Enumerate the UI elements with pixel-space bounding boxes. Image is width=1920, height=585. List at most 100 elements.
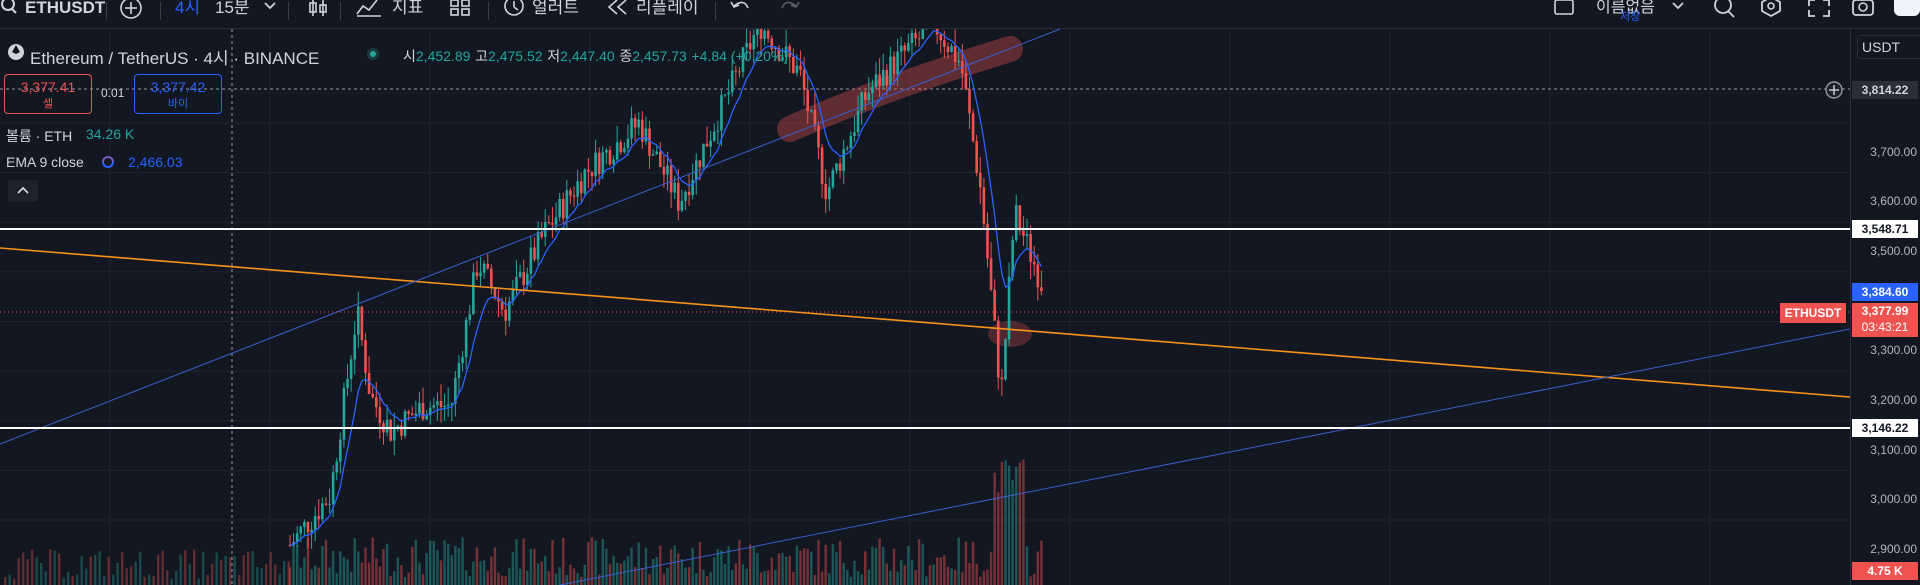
volume-bar (597, 574, 601, 585)
candle-body (615, 142, 619, 160)
snapshot-icon[interactable] (1850, 0, 1876, 22)
volume-bar (748, 544, 752, 585)
volume-bar (633, 566, 637, 585)
candle-body (939, 34, 943, 41)
volume-bar (860, 574, 863, 585)
volume-bar (112, 574, 115, 585)
sell-button[interactable]: 3,377.41 셀 (4, 74, 92, 114)
replay-button[interactable]: 리플레이 (636, 0, 699, 17)
candle-body (978, 172, 982, 188)
volume-bar (317, 567, 320, 585)
volume-bar (651, 558, 655, 585)
volume-bar (979, 576, 982, 585)
volume-bar (432, 541, 436, 585)
candle-body (806, 89, 810, 112)
layout-checkbox[interactable] (1552, 0, 1578, 22)
candle-body (838, 163, 842, 171)
high-value: 2,475.52 (488, 48, 543, 64)
price-tick: 3,300.00 (1870, 343, 1917, 357)
candle-body (619, 142, 623, 153)
candle-body (590, 171, 594, 177)
candle-body (561, 198, 565, 219)
volume-bar (152, 575, 155, 585)
add-alert-plus-icon[interactable] (1824, 80, 1844, 100)
candle-body (594, 152, 597, 177)
volume-bar (695, 573, 698, 585)
volume-bar (157, 554, 160, 585)
currency-select[interactable]: USDT (1857, 35, 1920, 59)
layout-chevron-icon[interactable] (1670, 0, 1686, 22)
volume-bar (500, 575, 504, 585)
volume-bar (353, 538, 356, 585)
candle-body (360, 306, 364, 341)
volume-bar (215, 552, 218, 585)
volume-bar (71, 575, 74, 585)
alert-button[interactable]: 얼러트 (532, 0, 579, 17)
templates-icon[interactable] (448, 0, 472, 22)
symbol-search[interactable]: ETHUSDT (25, 0, 106, 17)
settings-icon[interactable] (1758, 0, 1784, 22)
candle-body (533, 247, 536, 260)
alert-icon[interactable] (502, 0, 528, 22)
candle-body (896, 51, 899, 74)
search-icon[interactable] (0, 0, 24, 22)
volume-bar (464, 570, 468, 585)
layout-name[interactable]: 이름없음 (1596, 0, 1655, 16)
indicators-button[interactable]: 지표 (392, 0, 424, 17)
volume-bar (515, 539, 518, 585)
chevron-down-icon[interactable] (262, 0, 278, 22)
candle-body (472, 272, 475, 315)
countdown-label: 03:43:21 (1861, 320, 1909, 334)
volume-bar (716, 549, 720, 585)
compare-icon[interactable] (118, 0, 144, 22)
volume-bar (385, 543, 389, 585)
volume-bar (993, 472, 996, 585)
fullscreen-icon[interactable] (1806, 0, 1832, 22)
volume-bar (677, 553, 680, 585)
candle-body (450, 403, 454, 405)
publish-icon[interactable] (1892, 0, 1920, 22)
volume-bar (229, 557, 232, 585)
candle-body (795, 65, 799, 73)
volume-bar (734, 563, 738, 585)
volume-bar (98, 551, 101, 585)
candle-body (407, 411, 410, 414)
candle-body (389, 419, 392, 441)
candle-body (723, 94, 727, 96)
volume-bars (4, 459, 1043, 585)
quick-search-icon[interactable] (1712, 0, 1738, 22)
volume-bar (910, 560, 914, 585)
candle-body (860, 92, 863, 111)
redo-icon[interactable] (778, 0, 802, 22)
volume-bar (684, 567, 687, 585)
interval-4h-button[interactable]: 4시 (175, 0, 201, 17)
undo-icon[interactable] (728, 0, 752, 22)
candle-body (486, 263, 490, 269)
close-key: 종 (619, 48, 633, 64)
volume-bar (31, 549, 34, 585)
candle-body (306, 521, 310, 533)
volume-indicator-label[interactable]: 볼륨 · ETH (6, 128, 73, 144)
open-value: 2,452.89 (415, 48, 471, 64)
volume-bar (389, 576, 392, 585)
price-chart[interactable] (0, 29, 1850, 585)
candle-body (630, 118, 633, 139)
ema-indicator-value: 2,466.03 (128, 154, 183, 170)
volume-bar (116, 562, 119, 585)
candle-body (403, 411, 407, 436)
volume-bar (986, 569, 989, 585)
save-label[interactable]: 저장 (1620, 11, 1641, 23)
candle-body (303, 521, 306, 527)
replay-icon[interactable] (605, 0, 631, 22)
collapse-legend-button[interactable] (8, 180, 38, 202)
indicators-icon[interactable] (355, 0, 383, 22)
interval-15m-button[interactable]: 15분 (215, 0, 250, 17)
buy-button[interactable]: 3,377.42 바이 (134, 74, 222, 114)
candles-icon[interactable] (305, 0, 331, 22)
candle-body (331, 472, 335, 504)
candle-body (655, 151, 659, 155)
ema-indicator-label[interactable]: EMA 9 close (6, 154, 84, 170)
candle-body (641, 119, 644, 142)
symbol-title[interactable]: Ethereum / TetherUS · 4시 · BINANCE (30, 49, 320, 68)
volume-bar (335, 573, 338, 585)
